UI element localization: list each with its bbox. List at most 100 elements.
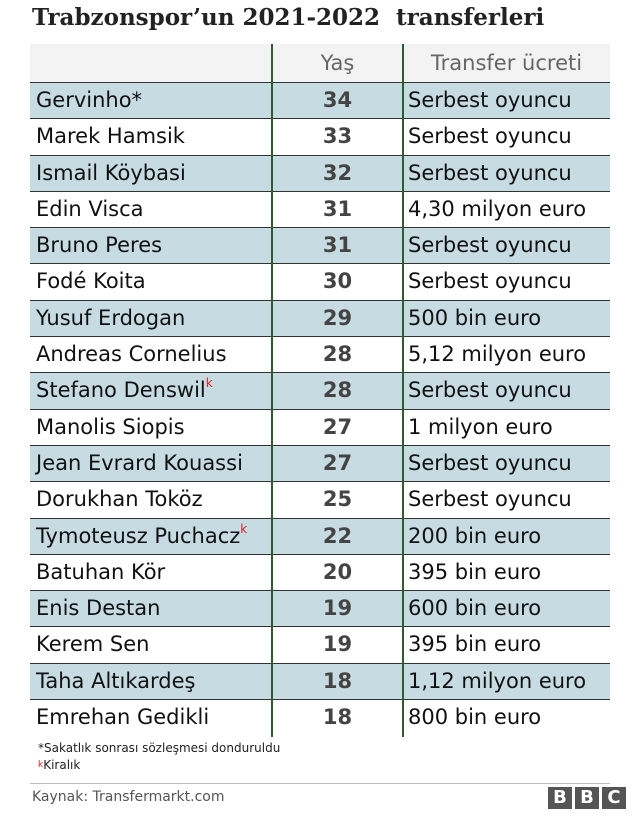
table-row: Manolis Siopis 27 1 milyon euro	[30, 408, 610, 445]
table-row: Batuhan Kör 20 395 bin euro	[30, 553, 610, 590]
fee-cell: Serbest oyuncu	[408, 450, 572, 475]
name-cell: Edin Visca	[36, 192, 144, 227]
name-cell: Manolis Siopis	[36, 410, 185, 445]
age-cell: 25	[322, 487, 353, 512]
logo-letter: B	[548, 787, 572, 809]
age-cell: 27	[322, 450, 353, 475]
loan-mark: k	[240, 521, 248, 536]
name-cell: Tymoteusz Puchaczk	[36, 519, 247, 554]
footnote-text: Kiralık	[43, 758, 81, 772]
player-name: Ismail Köybasi	[36, 160, 186, 185]
name-cell: Batuhan Kör	[36, 555, 165, 590]
age-cell: 33	[322, 124, 353, 149]
age-cell: 22	[322, 523, 353, 548]
fee-cell: 5,12 milyon euro	[408, 342, 587, 367]
fee-cell: 600 bin euro	[408, 596, 542, 621]
table-row: Fodé Koita 30 Serbest oyuncu	[30, 263, 610, 299]
age-cell: 28	[322, 378, 353, 403]
name-cell: Gervinho*	[36, 83, 142, 118]
player-name: Taha Altıkardeş	[36, 668, 196, 693]
player-name: Manolis Siopis	[36, 414, 185, 439]
table-row: Andreas Cornelius 28 5,12 milyon euro	[30, 336, 610, 372]
name-cell: Jean Evrard Kouassi	[36, 446, 243, 481]
player-name: Dorukhan Toköz	[36, 487, 203, 512]
name-cell: Enis Destan	[36, 591, 160, 626]
fee-cell: Serbest oyuncu	[408, 269, 572, 294]
fee-cell: Serbest oyuncu	[408, 88, 572, 112]
fee-cell: 500 bin euro	[408, 305, 542, 330]
logo-letter: C	[602, 787, 626, 809]
table-row: Kerem Sen 19 395 bin euro	[30, 626, 610, 662]
footnote-symbol: *	[38, 741, 44, 755]
name-cell: Taha Altıkardeş	[36, 664, 195, 699]
header-cell: Transfer ücreti	[430, 51, 583, 75]
loan-mark: k	[205, 376, 213, 391]
age-cell: 29	[322, 305, 353, 330]
fee-cell: 1,12 milyon euro	[408, 668, 587, 693]
column-separator	[271, 44, 273, 737]
player-name: Edin Visca	[36, 196, 144, 221]
name-cell: Kerem Sen	[36, 627, 149, 662]
player-name: Tymoteusz Puchacz	[36, 523, 241, 548]
table-row: Dorukhan Toköz 25 Serbest oyuncu	[30, 481, 610, 517]
table-row: Tymoteusz Puchaczk 22 200 bin euro	[30, 517, 610, 554]
age-cell: 31	[322, 233, 353, 258]
age-cell: 30	[322, 269, 353, 294]
fee-cell: 1 milyon euro	[408, 414, 553, 439]
table-header: Yaş Transfer ücreti	[30, 44, 610, 82]
fee-cell: Serbest oyuncu	[408, 160, 572, 185]
player-name: Enis Destan	[36, 596, 161, 621]
player-name: Emrehan Gedikli	[36, 705, 210, 730]
table-row: Enis Destan 19 600 bin euro	[30, 590, 610, 627]
table-row: Jean Evrard Kouassi 27 Serbest oyuncu	[30, 444, 610, 482]
fee-cell: 800 bin euro	[408, 705, 542, 730]
table-row: Bruno Peres 31 Serbest oyuncu	[30, 227, 610, 264]
name-cell: Yusuf Erdogan	[36, 301, 185, 336]
name-cell: Stefano Denswilk	[36, 373, 213, 408]
player-name: Stefano Denswil	[36, 378, 206, 403]
fee-cell: 4,30 milyon euro	[408, 196, 587, 221]
divider	[30, 783, 610, 784]
age-cell: 18	[322, 705, 353, 730]
name-cell: Emrehan Gedikli	[36, 700, 209, 735]
name-cell: Andreas Cornelius	[36, 337, 227, 372]
age-cell: 31	[322, 196, 353, 221]
table-body: Gervinho* 34 Serbest oyuncu Marek Hamsik 33 S…	[30, 82, 610, 735]
age-cell: 20	[322, 559, 353, 584]
player-name: Bruno Peres	[36, 233, 163, 258]
footnotes: *Sakatlık sonrası sözleşmesi donduruldu k…	[38, 740, 280, 774]
age-cell: 28	[322, 342, 353, 367]
fee-cell: 395 bin euro	[408, 559, 542, 584]
name-cell: Fodé Koita	[36, 264, 146, 299]
fee-cell: 200 bin euro	[408, 523, 542, 548]
fee-cell: Serbest oyuncu	[408, 487, 572, 512]
age-cell: 34	[322, 88, 353, 112]
age-cell: 27	[322, 414, 353, 439]
player-name: Fodé Koita	[36, 269, 146, 294]
header-cell: Yaş	[320, 51, 355, 75]
player-name: Kerem Sen	[36, 632, 150, 657]
table-row: Yusuf Erdogan 29 500 bin euro	[30, 299, 610, 337]
table-row: Marek Hamsik 33 Serbest oyuncu	[30, 118, 610, 154]
table-row: Gervinho* 34 Serbest oyuncu	[30, 82, 610, 119]
table-row: Stefano Denswilk 28 Serbest oyuncu	[30, 372, 610, 409]
table-row: Edin Visca 31 4,30 milyon euro	[30, 190, 610, 227]
name-cell: Marek Hamsik	[36, 119, 185, 154]
player-name: Marek Hamsik	[36, 124, 185, 149]
age-cell: 32	[322, 160, 353, 185]
footnote-text: Sakatlık sonrası sözleşmesi donduruldu	[44, 741, 281, 755]
footnote: kKiralık	[38, 757, 280, 774]
player-name: Batuhan Kör	[36, 559, 166, 584]
player-name: Andreas Cornelius	[36, 342, 227, 367]
name-cell: Bruno Peres	[36, 228, 162, 263]
player-name: Gervinho*	[36, 88, 143, 112]
table-row: Ismail Köybasi 32 Serbest oyuncu	[30, 154, 610, 191]
player-name: Jean Evrard Kouassi	[36, 450, 243, 475]
footnote-symbol: k	[38, 760, 44, 770]
fee-cell: 395 bin euro	[408, 632, 542, 657]
title: Trabzonspor’un 2021-2022 transferleri	[32, 4, 545, 31]
age-cell: 19	[322, 596, 353, 621]
footnote: *Sakatlık sonrası sözleşmesi donduruldu	[38, 740, 280, 757]
